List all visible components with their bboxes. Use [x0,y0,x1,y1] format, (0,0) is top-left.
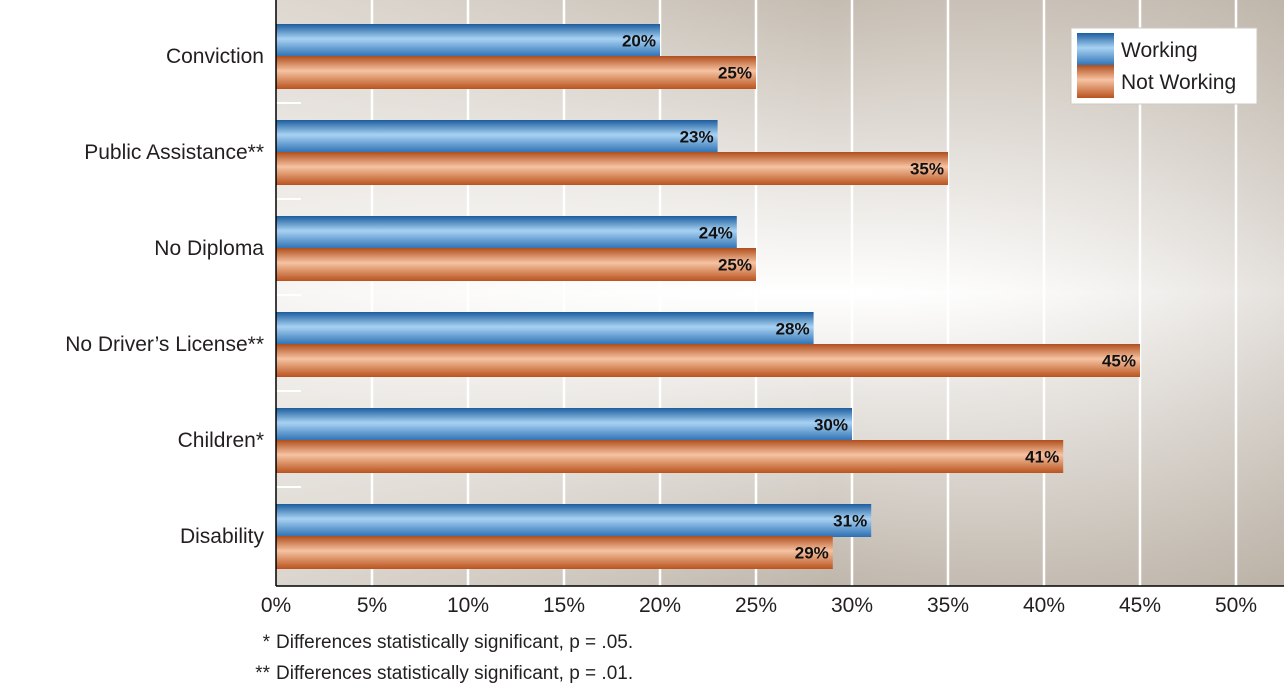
bar-not-working [276,56,756,89]
data-label: 41% [1025,448,1059,467]
footnote-1-text: Differences statistically significant, p… [276,632,634,653]
bar-not-working [276,440,1064,473]
data-label: 25% [718,256,752,275]
bar-not-working [276,344,1140,377]
data-label: 28% [776,320,810,339]
data-label: 30% [814,416,848,435]
data-label: 20% [622,32,656,51]
legend-swatch-working [1077,33,1114,66]
data-label: 35% [910,160,944,179]
category-label: Children* [178,429,264,452]
bar-working [276,24,660,57]
legend-label: Not Working [1121,71,1236,94]
x-tick-label: 40% [1023,594,1065,617]
category-label: Disability [180,525,265,548]
gridlines [276,0,1238,586]
legend: Working Not Working [1070,27,1258,105]
data-label: 45% [1102,352,1136,371]
bar-working [276,408,852,441]
category-label: No Driver’s License** [65,333,264,356]
footnote-1-mark: * [262,632,270,653]
bar-chart: 20% 25% 23% 35% 24% 25% 28% 45% 30% 41% 31%29% Con… [65,0,1284,617]
bar-not-working [276,152,948,185]
x-tick-label: 35% [927,594,969,617]
bar-not-working [276,248,756,281]
bar-working [276,216,737,249]
x-tick-label: 50% [1215,594,1257,617]
x-tick-labels: 0% 5% 10% 15% 20% 25% 30% 35% 40% 45% 50% [261,594,1257,617]
x-tick-label: 0% [261,594,291,617]
category-label: No Diploma [154,237,264,260]
category-label: Public Assistance** [84,141,264,164]
footnote-2-mark: ** [255,663,270,684]
x-tick-label: 20% [639,594,681,617]
data-label: 29% [795,544,829,563]
x-tick-label: 45% [1119,594,1161,617]
bar-working [276,312,814,345]
category-labels: Conviction Public Assistance** No Diploma N… [65,45,264,548]
x-tick-label: 15% [543,594,585,617]
x-tick-label: 25% [735,594,777,617]
x-tick-label: 5% [357,594,387,617]
x-tick-label: 10% [447,594,489,617]
data-label: 25% [718,64,752,83]
legend-label: Working [1121,39,1198,62]
footnote-2-text: Differences statistically significant, p… [276,663,634,684]
data-label: 31% [833,512,867,531]
legend-swatch-not-working [1077,65,1114,98]
footnote-2: ** Differences statistically significant,… [255,663,634,685]
data-label: 24% [699,224,733,243]
bars: 20% 25% 23% 35% 24% 25% 28% 45% 30% 41% 31%29% [276,24,1140,569]
bar-working [276,120,718,153]
x-tick-label: 30% [831,594,873,617]
bar-not-working [276,536,833,569]
data-label: 23% [680,128,714,147]
footnote-1: * Differences statistically significant, … [263,632,634,654]
bar-working [276,504,872,537]
category-label: Conviction [166,45,264,68]
